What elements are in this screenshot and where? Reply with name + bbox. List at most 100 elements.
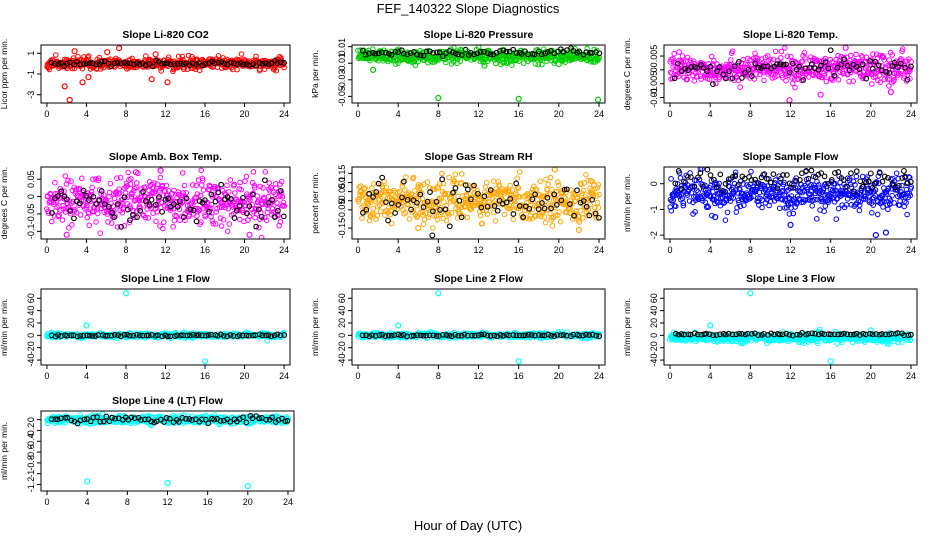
reference-point [193, 218, 200, 225]
reference-point [783, 61, 789, 68]
reference-point [363, 206, 370, 213]
data-point [676, 49, 682, 55]
reference-point [55, 61, 62, 67]
data-point [578, 181, 585, 188]
reference-point [522, 332, 529, 339]
reference-point [190, 331, 197, 338]
data-point [706, 193, 713, 199]
reference-point [719, 188, 726, 194]
x-tick-label: 16 [826, 109, 836, 119]
y-tick-label: -20 [26, 341, 36, 354]
data-point [206, 186, 213, 192]
x-tick-label: 16 [514, 245, 524, 255]
reference-point [717, 171, 724, 178]
reference-point [551, 333, 558, 340]
data-point [438, 195, 444, 201]
reference-point [360, 209, 366, 216]
x-tick-label: 8 [123, 245, 128, 255]
reference-point [700, 183, 706, 190]
data-point [711, 57, 717, 64]
data-point [906, 174, 912, 180]
data-point [779, 196, 786, 203]
reference-point [108, 332, 115, 339]
reference-point [212, 198, 219, 205]
reference-point [369, 332, 375, 339]
reference-point [167, 61, 174, 68]
data-point [182, 217, 188, 223]
reference-point [383, 199, 389, 205]
data-point [823, 180, 829, 187]
data-point [835, 52, 841, 59]
data-point [167, 207, 174, 213]
data-point [49, 218, 55, 225]
reference-point [867, 58, 874, 64]
y-tick-label: -0.01 [337, 53, 347, 74]
outlier-point [435, 94, 442, 102]
data-point [697, 167, 704, 172]
reference-point [838, 61, 845, 68]
data-point [136, 197, 142, 204]
data-point [763, 194, 769, 200]
reference-point [902, 64, 908, 71]
reference-point [835, 169, 842, 175]
reference-point [863, 179, 869, 186]
data-point [695, 189, 701, 195]
data-point [832, 73, 839, 80]
data-point [769, 193, 776, 199]
data-point [457, 58, 464, 64]
reference-point [452, 185, 459, 191]
reference-point [513, 180, 520, 187]
data-point [442, 191, 448, 198]
reference-point [156, 194, 162, 200]
data-point [65, 177, 71, 184]
data-point [671, 50, 678, 57]
reference-point [859, 61, 866, 68]
reference-point [695, 174, 701, 181]
data-point [755, 198, 762, 205]
reference-point [77, 332, 84, 339]
data-point [424, 179, 431, 185]
x-tick-label: 12 [160, 245, 170, 255]
reference-point [583, 49, 590, 56]
reference-point [522, 48, 528, 55]
reference-point [553, 202, 560, 208]
data-point [885, 206, 891, 213]
data-point [583, 171, 589, 178]
data-point [883, 190, 890, 197]
y-axis-label: Licor ppm per min. [0, 39, 9, 109]
x-tick-label: 4 [396, 245, 401, 255]
data-point [705, 204, 712, 210]
reference-point [742, 69, 748, 76]
data-point [713, 80, 719, 87]
reference-point [462, 182, 469, 188]
x-tick-label: 24 [594, 245, 604, 255]
data-point [539, 61, 545, 68]
reference-outlier-point [900, 167, 907, 174]
reference-point [821, 173, 828, 180]
reference-point [114, 60, 121, 66]
data-point [193, 182, 199, 189]
reference-point [863, 75, 870, 82]
data-point [755, 55, 761, 62]
reference-point [161, 60, 168, 67]
data-point [197, 192, 204, 199]
reference-point [142, 198, 149, 204]
data-point [253, 53, 259, 60]
data-point [421, 216, 428, 223]
reference-point [520, 332, 527, 339]
outlier-point [786, 97, 793, 103]
reference-point [124, 206, 131, 213]
reference-point [761, 171, 768, 177]
data-point [355, 198, 362, 205]
reference-point [118, 223, 124, 230]
data-point [580, 187, 587, 194]
data-point [517, 194, 523, 200]
reference-point [256, 60, 263, 66]
reference-point [121, 331, 128, 338]
data-point [759, 204, 765, 211]
data-point [729, 48, 736, 55]
data-point [684, 76, 691, 83]
reference-point [675, 168, 682, 174]
